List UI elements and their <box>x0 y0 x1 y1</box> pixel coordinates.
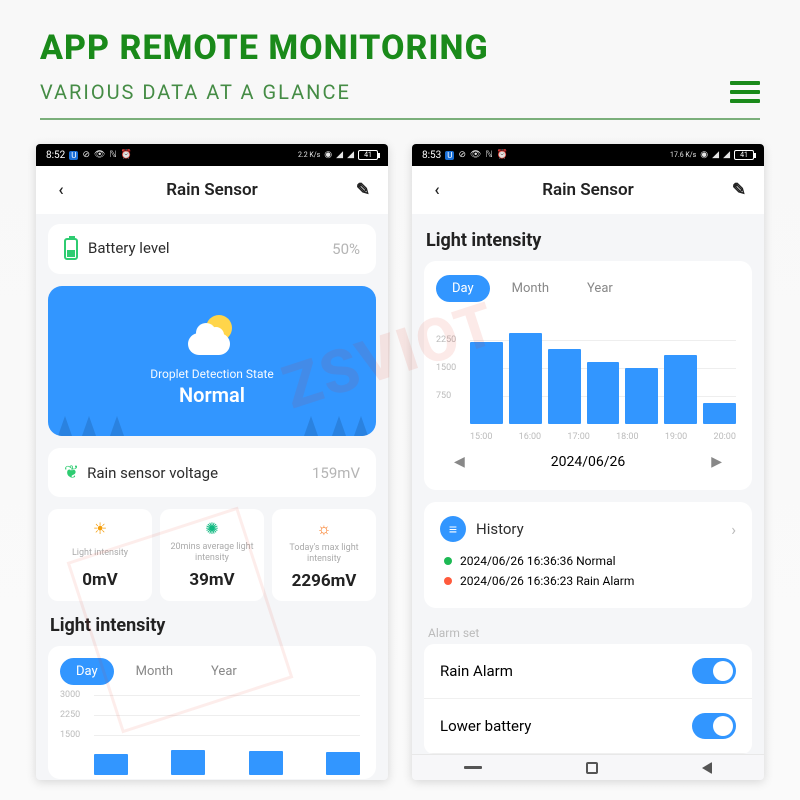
weather-icon <box>182 315 242 359</box>
tab-day[interactable]: Day <box>60 658 114 685</box>
battery-value: 50% <box>332 240 360 258</box>
sun-max-icon: ☼ <box>278 519 370 539</box>
next-date-button[interactable]: ▶ <box>703 454 730 470</box>
section-title: Light intensity <box>50 615 374 636</box>
eye-icon: 👁 <box>470 150 481 160</box>
date-navigator: ◀ 2024/06/26 ▶ <box>436 442 740 482</box>
app-navbar: ‹ Rain Sensor ✎ <box>412 166 764 214</box>
signal-icon: ◢ <box>347 150 354 160</box>
home-button[interactable] <box>586 762 598 774</box>
alarm-section-label: Alarm set <box>424 620 752 644</box>
status-bar: 8:52 U ⊘ 👁 ℕ ⏰ 2.2 K/s ◉ ◢ ◢ 41 <box>36 144 388 166</box>
tab-day[interactable]: Day <box>436 275 490 302</box>
status-time: 8:52 <box>46 150 65 161</box>
light-chart: 2250150075015:0016:0017:0018:0019:0020:0… <box>436 312 740 442</box>
status-badge: U <box>445 151 454 160</box>
status-time: 8:53 <box>422 150 441 161</box>
chevron-right-icon: › <box>731 520 736 539</box>
history-card[interactable]: ≡ History › 2024/06/26 16:36:36 Normal 202… <box>424 502 752 608</box>
nav-title: Rain Sensor <box>542 180 634 200</box>
tile-max-light[interactable]: ☼ Today's max light intensity 2296mV <box>272 509 376 601</box>
tile-avg-light[interactable]: ✺ 20mins average light intensity 39mV <box>160 509 264 601</box>
battery-card[interactable]: Battery level 50% <box>48 224 376 274</box>
alarm-row-rain: Rain Alarm <box>424 644 752 699</box>
signal-icon: ◢ <box>723 150 730 160</box>
history-label: History <box>476 520 524 538</box>
range-tabs: Day Month Year <box>60 658 364 685</box>
weather-state: Normal <box>179 383 245 407</box>
battery-icon: 41 <box>358 150 378 160</box>
alarm-row-battery: Lower battery <box>424 699 752 754</box>
rain-label: Rain sensor voltage <box>87 464 218 482</box>
dnd-icon: ⊘ <box>82 150 90 160</box>
history-icon: ≡ <box>440 516 466 542</box>
nfc-icon: ℕ <box>109 150 116 160</box>
phone-screenshot-left: 8:52 U ⊘ 👁 ℕ ⏰ 2.2 K/s ◉ ◢ ◢ 41 ‹ Rain S… <box>36 144 388 780</box>
history-item: 2024/06/26 16:36:23 Rain Alarm <box>444 574 736 588</box>
eye-icon: 👁 <box>94 150 105 160</box>
net-speed: 2.2 K/s <box>298 151 320 159</box>
tab-month[interactable]: Month <box>496 275 565 302</box>
battery-label: Battery level <box>88 239 170 257</box>
tab-year[interactable]: Year <box>571 275 629 302</box>
back-button[interactable]: ‹ <box>50 180 72 200</box>
light-tiles: ☀ Light intensity 0mV ✺ 20mins average l… <box>48 509 376 601</box>
dnd-icon: ⊘ <box>458 150 466 160</box>
nfc-icon: ℕ <box>485 150 492 160</box>
phone-screenshot-right: 8:53 U ⊘ 👁 ℕ ⏰ 17.6 K/s ◉ ◢ ◢ 41 ‹ Rain … <box>412 144 764 780</box>
alarm-label: Lower battery <box>440 717 531 735</box>
range-tabs: Day Month Year <box>436 275 740 302</box>
battery-level-icon <box>64 238 78 260</box>
tab-month[interactable]: Month <box>120 658 189 685</box>
back-nav-button[interactable] <box>702 762 712 774</box>
alarm-icon: ⏰ <box>497 150 508 160</box>
alarm-label: Rain Alarm <box>440 662 513 680</box>
rain-value: 159mV <box>312 464 360 482</box>
tile-light-intensity[interactable]: ☀ Light intensity 0mV <box>48 509 152 601</box>
prev-date-button[interactable]: ◀ <box>446 454 473 470</box>
rain-voltage-card[interactable]: ❦ Rain sensor voltage 159mV <box>48 448 376 497</box>
toggle-lower-battery[interactable] <box>692 713 736 739</box>
signal-icon: ◢ <box>712 150 719 160</box>
sparkle-icon: ✺ <box>166 519 258 538</box>
app-navbar: ‹ Rain Sensor ✎ <box>36 166 388 214</box>
sun-icon: ☀ <box>54 519 146 538</box>
status-dot <box>444 577 452 585</box>
edit-button[interactable]: ✎ <box>352 180 374 200</box>
signal-icon: ◢ <box>336 150 343 160</box>
section-title: Light intensity <box>426 230 750 251</box>
toggle-rain-alarm[interactable] <box>692 658 736 684</box>
weather-sublabel: Droplet Detection State <box>150 367 274 381</box>
hamburger-icon[interactable] <box>730 76 760 108</box>
wifi-icon: ◉ <box>324 150 332 160</box>
status-badge: U <box>69 151 78 160</box>
wifi-icon: ◉ <box>700 150 708 160</box>
droplet-icon: ❦ <box>64 462 79 483</box>
alarm-list: Rain Alarm Lower battery <box>424 644 752 754</box>
nav-title: Rain Sensor <box>166 180 258 200</box>
page-header: APP REMOTE MONITORING VARIOUS DATA AT A … <box>0 0 800 130</box>
android-nav-bar <box>412 754 764 780</box>
edit-button[interactable]: ✎ <box>728 180 750 200</box>
weather-card[interactable]: Droplet Detection State Normal <box>48 286 376 436</box>
tab-year[interactable]: Year <box>195 658 253 685</box>
page-subtitle: VARIOUS DATA AT A GLANCE <box>40 80 351 104</box>
status-dot <box>444 557 452 565</box>
history-item: 2024/06/26 16:36:36 Normal <box>444 554 736 568</box>
current-date: 2024/06/26 <box>551 454 626 470</box>
battery-icon: 41 <box>734 150 754 160</box>
page-title: APP REMOTE MONITORING <box>40 28 760 68</box>
status-bar: 8:53 U ⊘ 👁 ℕ ⏰ 17.6 K/s ◉ ◢ ◢ 41 <box>412 144 764 166</box>
light-chart: 300022501500 <box>60 695 364 775</box>
back-button[interactable]: ‹ <box>426 180 448 200</box>
alarm-icon: ⏰ <box>121 150 132 160</box>
recent-apps-button[interactable] <box>464 766 482 769</box>
net-speed: 17.6 K/s <box>670 151 696 159</box>
